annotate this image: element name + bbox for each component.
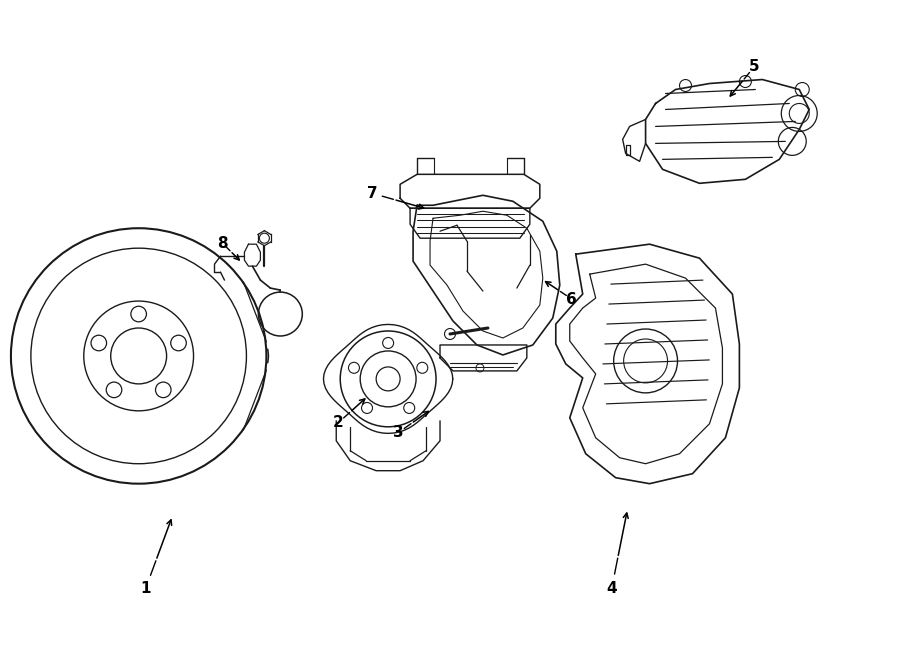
Text: 1: 1	[140, 581, 151, 596]
Text: 6: 6	[566, 292, 577, 307]
Text: 7: 7	[367, 186, 377, 201]
Text: 5: 5	[749, 59, 760, 74]
Text: 2: 2	[333, 415, 344, 430]
Text: 4: 4	[607, 581, 617, 596]
Text: 3: 3	[392, 425, 403, 440]
Text: 8: 8	[217, 236, 228, 251]
